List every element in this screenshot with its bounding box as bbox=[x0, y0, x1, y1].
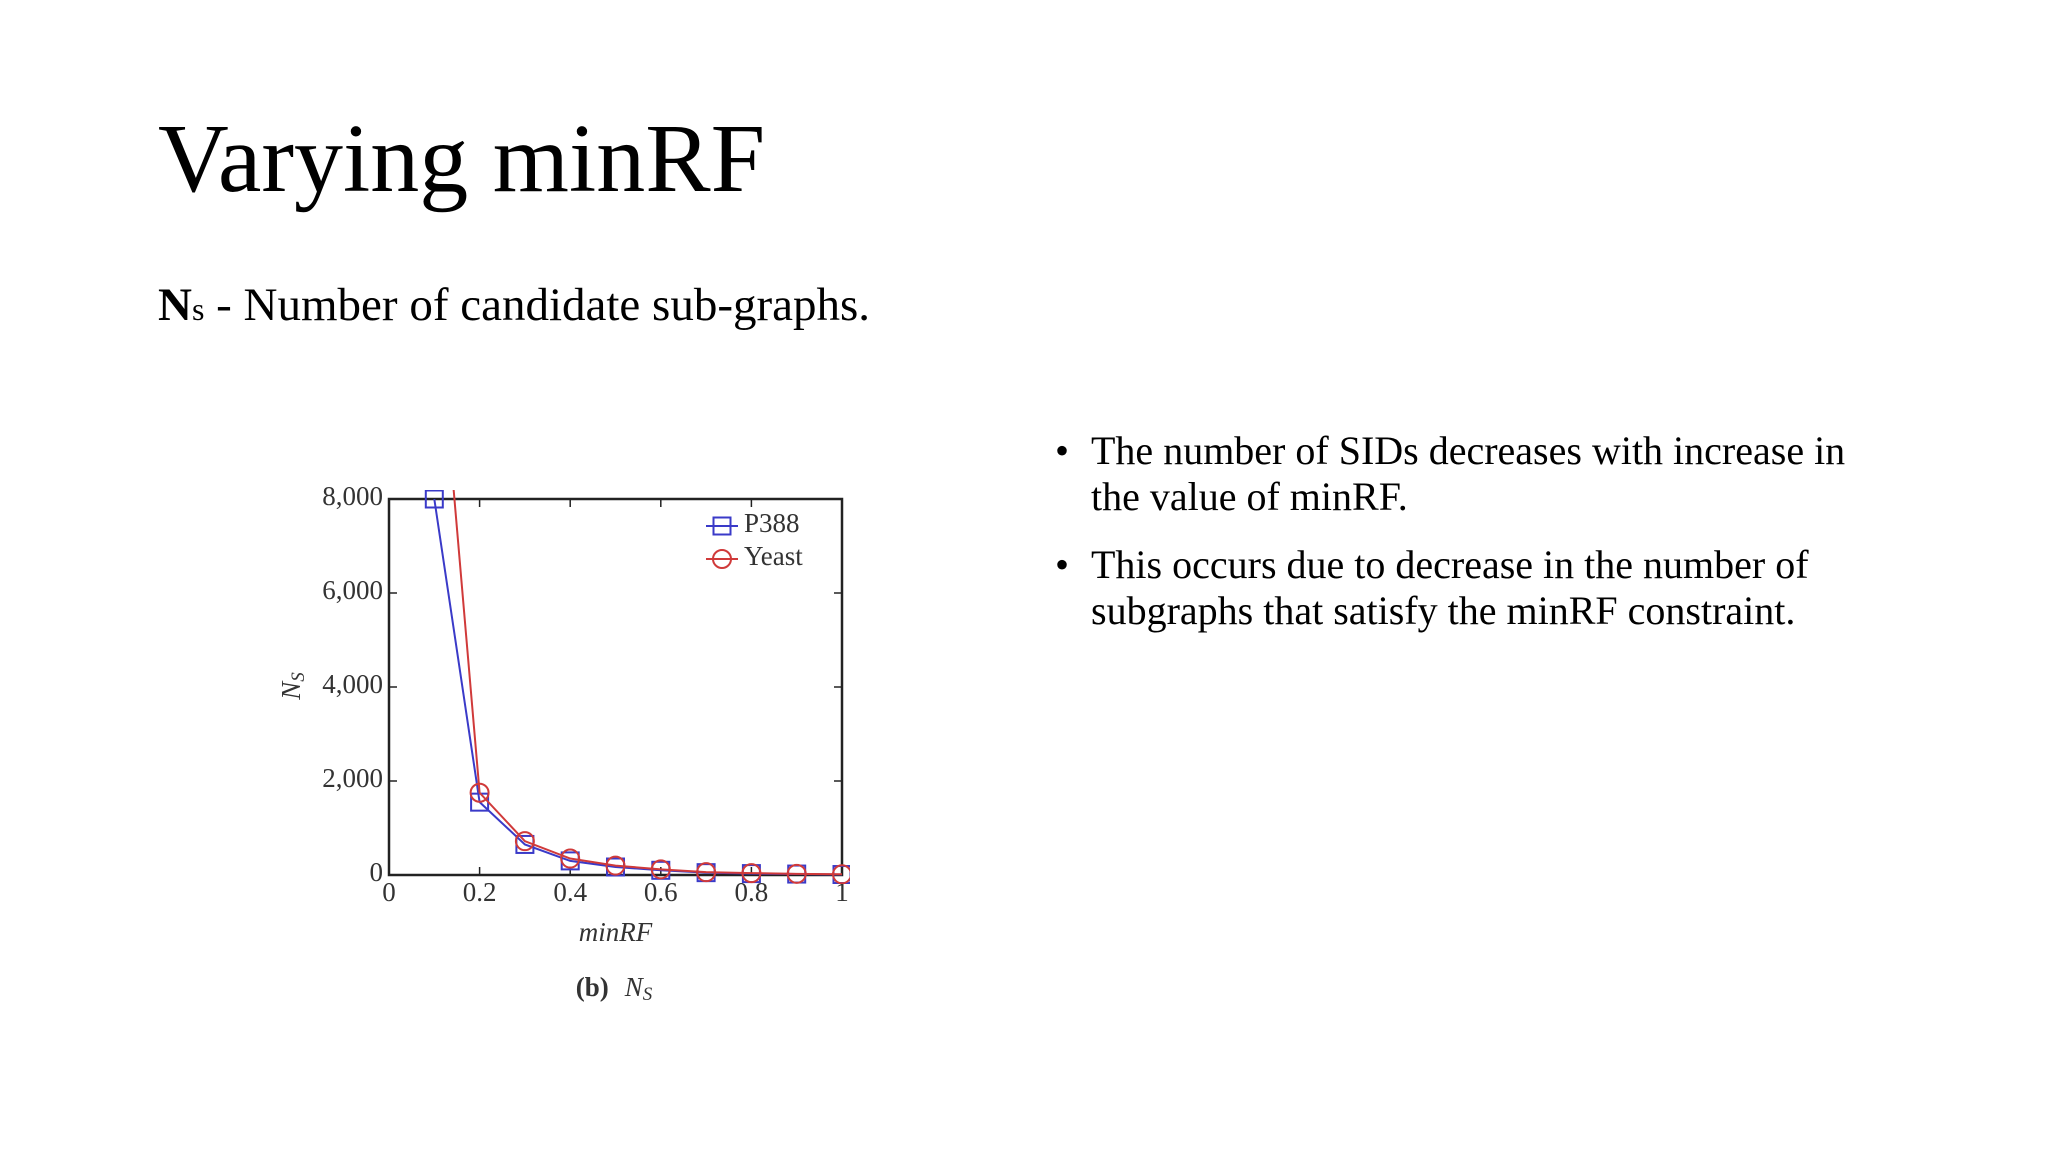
legend-label: Yeast bbox=[744, 541, 803, 571]
marker bbox=[469, 782, 490, 803]
marker bbox=[650, 859, 671, 880]
marker bbox=[741, 863, 762, 884]
y-tick-label: 2,000 bbox=[322, 763, 383, 793]
y-tick-label: 6,000 bbox=[322, 575, 383, 605]
marker bbox=[832, 864, 850, 884]
caption-tag: (b) bbox=[576, 972, 609, 1002]
caption: (b) NS bbox=[576, 972, 653, 1005]
legend-label: P388 bbox=[744, 508, 800, 538]
marker bbox=[560, 848, 581, 869]
y-tick-label: 0 bbox=[370, 857, 384, 887]
legend-marker bbox=[712, 549, 732, 569]
x-tick-label: 1 bbox=[835, 877, 849, 907]
bullets: The number of SIDs decreases with increa… bbox=[1055, 428, 1885, 656]
symbol: N bbox=[158, 279, 192, 331]
symbol-sub: s bbox=[191, 291, 205, 327]
y-label-sub: S bbox=[288, 672, 309, 682]
y-tick-label: 4,000 bbox=[322, 669, 383, 699]
x-tick-label: 0 bbox=[382, 877, 396, 907]
y-axis-label: NS bbox=[276, 672, 309, 701]
bullet: The number of SIDs decreases with increa… bbox=[1055, 428, 1885, 520]
bullet: This occurs due to decrease in the numbe… bbox=[1055, 542, 1885, 634]
slide-title: Varying minRF bbox=[158, 105, 766, 213]
marker bbox=[786, 863, 807, 884]
marker bbox=[425, 255, 443, 273]
series-line bbox=[452, 490, 843, 876]
marker bbox=[424, 490, 444, 509]
plot-area bbox=[424, 255, 850, 884]
marker bbox=[514, 831, 535, 852]
marker bbox=[605, 855, 626, 876]
subtitle: Ns - Number of candidate sub-graphs. bbox=[158, 282, 870, 329]
caption-main: N bbox=[624, 972, 645, 1002]
y-label-main: N bbox=[276, 680, 306, 701]
y-tick-label: 8,000 bbox=[322, 481, 383, 511]
x-tick-label: 0.4 bbox=[553, 877, 587, 907]
x-tick-label: 0.2 bbox=[463, 877, 497, 907]
x-axis-label: minRF bbox=[579, 917, 653, 947]
x-tick-label: 0.6 bbox=[644, 877, 678, 907]
subtitle-text: - Number of candidate sub-graphs. bbox=[216, 279, 871, 331]
marker bbox=[696, 862, 717, 883]
caption-sub: S bbox=[643, 984, 653, 1005]
legend-marker bbox=[712, 516, 732, 536]
